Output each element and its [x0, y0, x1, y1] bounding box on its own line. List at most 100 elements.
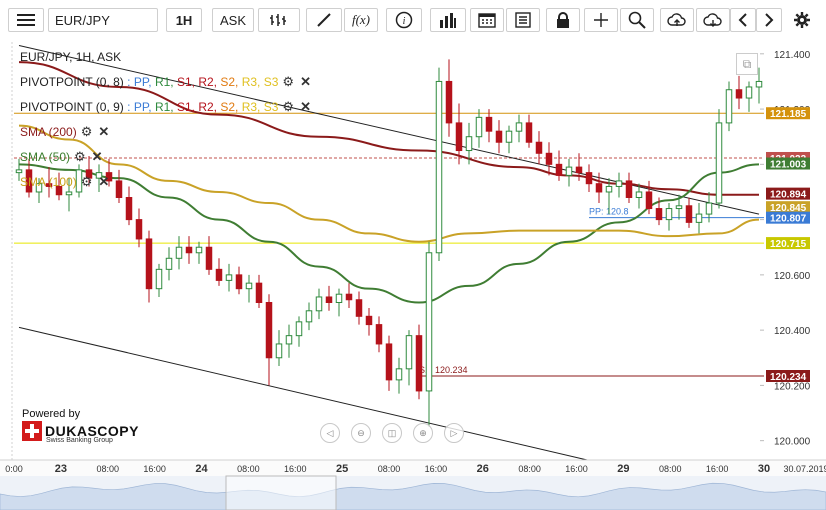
price-label-text: 120.807 [770, 214, 807, 225]
candle-body [105, 172, 113, 182]
legend-row: PIVOTPOINT (0, 8) : PP, R1, S1, R2, S2, … [20, 74, 311, 90]
price-side-selector[interactable]: ASK [212, 8, 254, 32]
volume-button[interactable] [430, 8, 466, 32]
popout-button[interactable]: ⧉ [736, 53, 758, 75]
legend-row: PIVOTPOINT (0, 9) : PP, R1, S1, R2, S2, … [20, 99, 311, 115]
candle-body [635, 191, 643, 198]
legend-item: S2, [217, 75, 239, 89]
close-icon[interactable]: ✕ [98, 124, 110, 139]
close-icon[interactable]: ✕ [300, 74, 311, 89]
crosshair-button[interactable] [584, 8, 618, 32]
zoom-button[interactable] [620, 8, 654, 32]
candle-body [595, 183, 603, 193]
indicators-button[interactable]: f(x) [344, 8, 378, 32]
legend-item: S3 [260, 75, 279, 89]
gear-icon[interactable]: ⚙ [282, 99, 295, 114]
time-tick-label: 23 [55, 463, 67, 475]
candle-body [675, 205, 683, 210]
scroll-left-icon[interactable]: ◁ [320, 423, 340, 443]
close-icon[interactable]: ✕ [300, 99, 311, 114]
legend-item: R3, [238, 75, 261, 89]
candle-body [665, 208, 673, 221]
candle-body [205, 246, 213, 270]
navigator-window [225, 475, 337, 510]
close-icon[interactable]: ✕ [98, 174, 110, 189]
candle-body [545, 152, 553, 165]
candle-body [705, 202, 713, 215]
lock-button[interactable] [546, 8, 580, 32]
price-label-text: 121.003 [770, 160, 807, 171]
zoom-in-icon[interactable]: ⊕ [413, 423, 433, 443]
legend-item: R2, [195, 100, 218, 114]
calendar-button[interactable] [470, 8, 504, 32]
toolbar: EUR/JPY 1H ASK f(x) i [0, 0, 826, 41]
chart-type-button[interactable] [258, 8, 300, 32]
upload-button[interactable] [660, 8, 694, 32]
candle-body [375, 324, 383, 345]
scroll-back-button[interactable] [730, 8, 756, 32]
candle-body [215, 268, 223, 281]
candle-body [25, 169, 33, 193]
time-tick-label: 08:00 [378, 464, 401, 474]
info-button[interactable]: i [386, 8, 422, 32]
time-tick-label: 29 [617, 463, 629, 475]
legend-item: R2, [195, 75, 218, 89]
scroll-right-icon[interactable]: ▷ [444, 423, 464, 443]
price-side-label: ASK [219, 12, 246, 28]
candle-body [435, 80, 443, 254]
price-tick-label: 120.400 [774, 326, 811, 337]
time-tick-label: 08:00 [518, 464, 541, 474]
legend-label: SMA (200) [20, 125, 77, 139]
legend-row: SMA (100) ⚙ ✕ [20, 174, 110, 190]
candle-body [95, 172, 103, 179]
candle-body [565, 166, 573, 176]
timeframe-selector[interactable]: 1H [166, 8, 202, 32]
news-button[interactable] [506, 8, 540, 32]
menu-button[interactable] [8, 8, 44, 32]
logo-name: DUKASCOPY [45, 423, 139, 439]
fit-icon[interactable]: ◫ [382, 423, 402, 443]
candle-body [195, 246, 203, 254]
price-label-box [766, 201, 810, 214]
zoom-out-icon[interactable]: ⊖ [351, 423, 371, 443]
price-label-text: 120.845 [770, 203, 807, 214]
time-tick-label: 16:00 [425, 464, 448, 474]
close-icon[interactable]: ✕ [91, 149, 103, 164]
settings-button[interactable] [788, 8, 816, 32]
symbol-label: EUR/JPY [55, 12, 110, 28]
legend-label: PIVOTPOINT (0, 8) [20, 75, 124, 89]
candle-body [575, 166, 583, 174]
swiss-cross-icon [22, 421, 42, 441]
navigator[interactable] [0, 475, 826, 510]
timeframe-label: 1H [175, 12, 193, 28]
svg-text:i: i [403, 16, 406, 27]
scroll-forward-button[interactable] [756, 8, 782, 32]
candle-body [65, 191, 73, 196]
gear-icon[interactable]: ⚙ [282, 74, 295, 89]
gear-icon[interactable]: ⚙ [74, 149, 86, 164]
candle-body [55, 185, 63, 196]
download-button[interactable] [696, 8, 730, 32]
candle-body [505, 130, 513, 143]
draw-button[interactable] [306, 8, 342, 32]
candle-body [35, 183, 43, 193]
candle-body [115, 180, 123, 198]
legend-label: PIVOTPOINT (0, 9) [20, 100, 124, 114]
gear-icon[interactable]: ⚙ [80, 124, 93, 139]
candle-body [465, 136, 473, 152]
candle-body [735, 89, 743, 99]
candle-body [755, 80, 763, 88]
download-icon [703, 13, 722, 27]
lock-icon [557, 12, 569, 28]
time-tick-label: 16:00 [565, 464, 588, 474]
candle-body [475, 116, 483, 138]
info-icon: i [395, 11, 413, 29]
sma-line [18, 163, 760, 304]
price-label-box [766, 107, 810, 120]
candle-body [445, 80, 453, 124]
symbol-selector[interactable]: EUR/JPY [48, 8, 158, 32]
price-label-box [766, 157, 810, 170]
price-tick-label: 120.600 [774, 271, 811, 282]
gear-icon[interactable]: ⚙ [80, 174, 93, 189]
